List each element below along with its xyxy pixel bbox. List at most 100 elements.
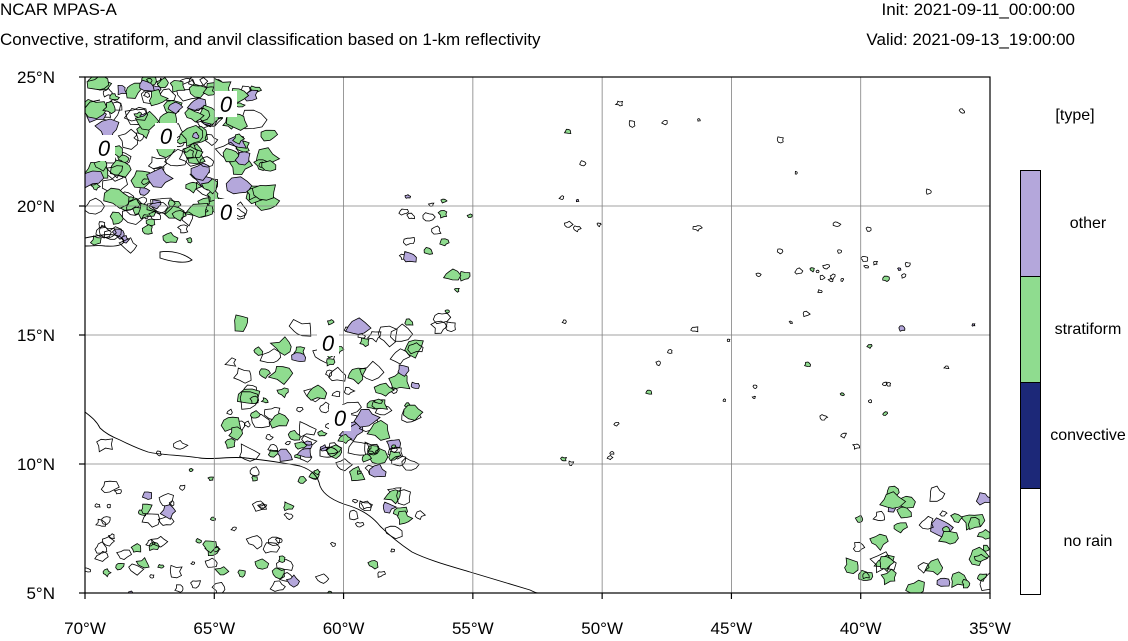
- precip-cell: [905, 579, 925, 593]
- lat-tick-label: 10°N: [17, 455, 55, 474]
- precip-cell: [284, 441, 291, 446]
- precip-cell: [226, 408, 233, 416]
- precip-cell: [389, 348, 411, 365]
- precip-cell: [85, 98, 108, 120]
- precip-cell: [138, 185, 151, 196]
- precip-cell: [109, 159, 132, 179]
- precip-cell: [377, 571, 387, 578]
- precip-cell: [776, 136, 784, 144]
- precip-cell: [174, 584, 184, 593]
- precip-cell: [373, 382, 395, 397]
- precip-cell: [939, 510, 948, 517]
- precip-cell: [368, 463, 387, 478]
- precip-cell: [251, 500, 266, 512]
- precip-cell: [328, 366, 347, 382]
- precip-cell: [387, 447, 404, 460]
- precip-cell: [863, 264, 870, 269]
- precip-cell: [267, 443, 279, 452]
- precip-cell: [256, 503, 266, 509]
- precip-cell: [157, 516, 175, 526]
- precip-cell: [326, 358, 336, 367]
- precip-cell: [561, 319, 567, 325]
- precip-cell: [563, 220, 574, 228]
- precip-cell: [897, 267, 902, 271]
- precip-cell: [186, 97, 207, 112]
- lon-tick-label: 40°W: [840, 619, 882, 638]
- precip-cell: [390, 323, 414, 342]
- precip-cell: [459, 271, 471, 282]
- precip-cell: [893, 522, 908, 534]
- precip-cell: [755, 272, 762, 278]
- lon-tick-label: 50°W: [581, 619, 623, 638]
- precip-cell: [937, 531, 959, 545]
- precip-cell: [239, 443, 261, 462]
- precip-cell: [146, 167, 174, 188]
- precip-cell: [343, 386, 356, 395]
- precip-cell: [253, 346, 264, 356]
- precip-cell: [568, 460, 575, 467]
- contour-label: 0: [334, 406, 347, 431]
- precip-cell: [168, 500, 175, 507]
- precip-cell: [244, 420, 251, 428]
- precip-cell: [936, 577, 951, 587]
- precip-cell: [188, 83, 211, 98]
- precip-cell: [862, 571, 870, 580]
- coastline: [319, 446, 339, 458]
- precip-cell: [130, 543, 142, 553]
- precip-cell: [655, 360, 661, 367]
- coastline: [159, 251, 193, 263]
- precip-cell: [265, 434, 274, 441]
- precip-cell: [156, 77, 169, 89]
- precip-cell: [353, 408, 381, 428]
- precip-cell: [819, 414, 829, 421]
- precip-cell: [262, 542, 281, 554]
- precip-cell: [403, 404, 424, 421]
- contour-label: 0: [220, 200, 233, 225]
- precip-cell: [85, 170, 105, 189]
- precip-cell: [249, 466, 260, 477]
- precip-cell: [979, 572, 990, 591]
- precip-cell: [234, 151, 251, 166]
- precip-cell: [596, 222, 602, 228]
- precip-cell: [347, 441, 371, 456]
- lat-tick-label: 20°N: [17, 197, 55, 216]
- precip-cell: [950, 513, 963, 524]
- precip-cell: [866, 344, 873, 349]
- precip-cell: [860, 256, 869, 262]
- precip-cell: [839, 392, 845, 397]
- precip-cell: [179, 484, 186, 491]
- precip-cell: [158, 493, 174, 507]
- precip-cell: [141, 503, 153, 515]
- init-time: Init: 2021-09-11_00:00:00: [881, 0, 1075, 19]
- precip-cell: [101, 516, 111, 525]
- precip-layer: [85, 77, 990, 593]
- precip-cell: [423, 247, 434, 255]
- legend-title: [type]: [1055, 107, 1095, 124]
- precip-cell: [173, 440, 189, 450]
- precip-cell: [367, 444, 380, 455]
- precip-cell: [260, 397, 269, 404]
- precip-cell: [103, 187, 130, 209]
- precip-cell: [558, 195, 565, 201]
- lat-tick-label: 15°N: [17, 326, 55, 345]
- lon-tick-label: 70°W: [64, 619, 106, 638]
- precip-cell: [98, 221, 107, 229]
- precip-cell: [958, 108, 965, 114]
- precip-cell: [159, 504, 177, 520]
- precip-cell: [234, 314, 249, 332]
- precip-cell: [226, 113, 248, 131]
- precip-cell: [854, 514, 864, 523]
- precip-cell: [882, 275, 890, 282]
- precip-cell: [250, 413, 270, 429]
- precip-cell: [287, 429, 301, 441]
- precip-cell: [869, 551, 897, 574]
- precip-cell: [145, 77, 153, 84]
- precip-cell: [865, 226, 872, 232]
- precip-cell: [185, 237, 193, 244]
- precip-cell: [359, 337, 370, 348]
- precip-cell: [844, 557, 859, 575]
- precip-cell: [89, 182, 101, 191]
- lon-tick-label: 35°W: [969, 619, 1011, 638]
- precip-cell: [898, 325, 906, 332]
- precip-cell: [440, 198, 448, 204]
